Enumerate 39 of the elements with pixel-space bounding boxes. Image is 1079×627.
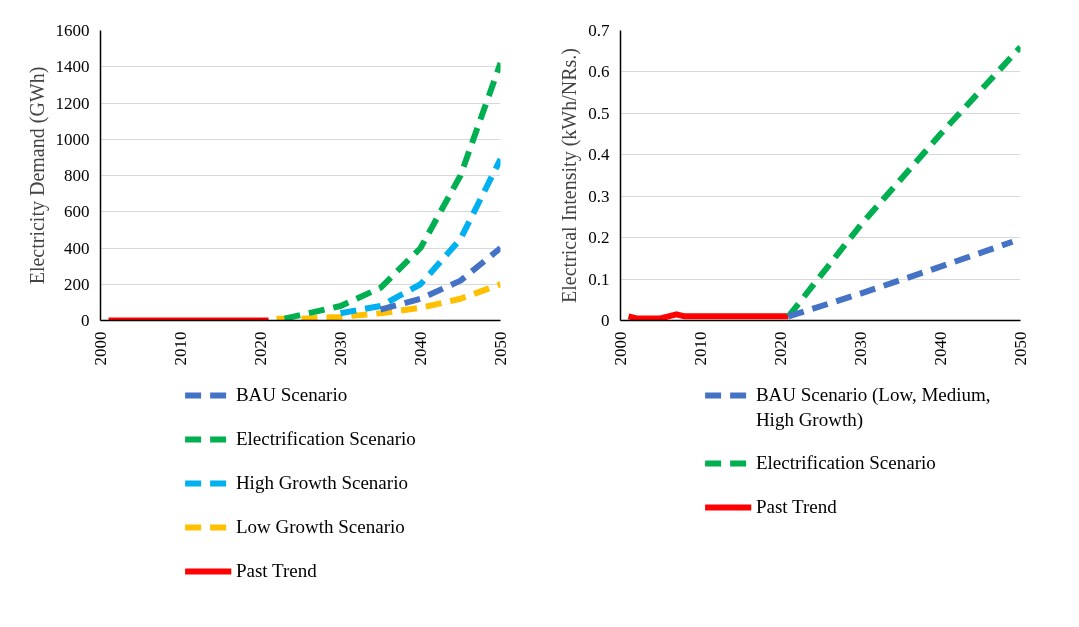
y-tick-label: 1000 — [55, 129, 90, 149]
y-tick-label: 0.7 — [588, 21, 610, 40]
y-tick-label: 600 — [64, 202, 90, 222]
x-tick-label: 2010 — [691, 331, 710, 366]
y-tick-label: 0.3 — [588, 186, 610, 206]
y-tick-label: 0.5 — [588, 103, 610, 123]
y-tick-label: 400 — [64, 238, 90, 258]
x-tick-label: 2050 — [1011, 331, 1030, 366]
y-tick-label: 1200 — [55, 93, 90, 113]
y-tick-label: 0 — [81, 311, 90, 330]
y-tick-label: 0.6 — [588, 62, 610, 82]
x-tick-label: 2000 — [611, 331, 630, 366]
legend-label: Electrification Scenario — [235, 427, 416, 449]
x-tick-label: 2040 — [931, 331, 950, 366]
y-axis-title: Electricity Demand (GWh) — [25, 66, 49, 285]
x-tick-label: 2020 — [251, 331, 270, 366]
x-tick-label: 2040 — [411, 331, 430, 366]
legend-label: Low Growth Scenario — [235, 515, 405, 537]
y-tick-label: 0.4 — [588, 145, 610, 165]
y-tick-label: 0.1 — [588, 269, 610, 289]
y-tick-label: 800 — [64, 166, 90, 185]
x-tick-label: 2050 — [491, 331, 510, 366]
legend-label: Past Trend — [755, 495, 838, 517]
x-tick-label: 2030 — [851, 331, 870, 366]
y-tick-label: 1400 — [55, 57, 90, 77]
legend-label: Electrification Scenario — [755, 451, 936, 473]
legend-label: BAU Scenario — [235, 383, 348, 405]
legend-label: Past Trend — [235, 559, 318, 581]
x-tick-label: 2030 — [331, 331, 350, 366]
y-axis-title: Electrical Intensity (kWh/NRs.) — [558, 48, 582, 303]
y-tick-label: 1600 — [55, 21, 90, 40]
y-tick-label: 200 — [64, 274, 90, 294]
y-tick-label: 0 — [601, 311, 610, 330]
x-tick-label: 2000 — [91, 331, 110, 366]
x-tick-label: 2020 — [771, 331, 790, 366]
legend-label: High Growth Scenario — [235, 471, 408, 493]
x-tick-label: 2010 — [171, 331, 190, 366]
y-tick-label: 0.2 — [588, 228, 610, 248]
legend-label: BAU Scenario (Low, Medium, High Growth) — [755, 383, 991, 431]
